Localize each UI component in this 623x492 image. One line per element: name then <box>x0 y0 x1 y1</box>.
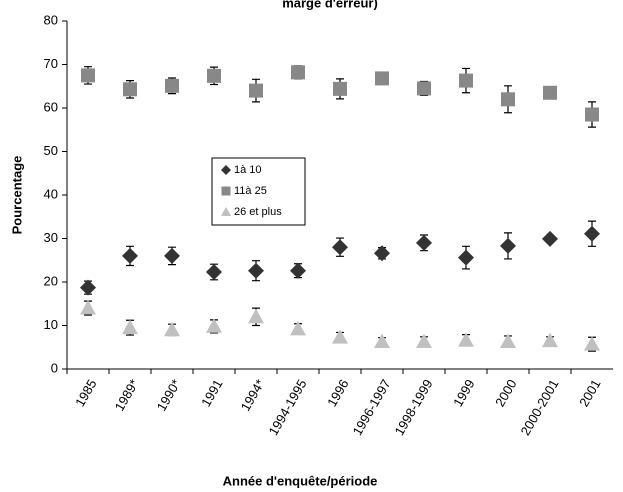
diamond-marker <box>80 279 96 296</box>
triangle-marker <box>290 320 306 336</box>
square-marker <box>417 81 431 96</box>
diamond-marker <box>500 237 516 254</box>
triangle-marker <box>542 332 558 348</box>
x-tick-label: 1998-1999 <box>391 377 435 438</box>
square-marker <box>291 65 305 80</box>
diamond-marker <box>290 262 306 279</box>
triangle-marker <box>500 333 516 348</box>
diamond-marker <box>248 262 264 279</box>
y-tick-label: 50 <box>44 143 58 158</box>
triangle-marker <box>248 308 264 324</box>
square-marker <box>333 81 347 96</box>
diamond-marker <box>332 239 348 256</box>
diamond-marker <box>542 230 558 247</box>
x-tick-label: 2000 <box>492 377 519 410</box>
x-tick-label: 2001 <box>576 377 603 410</box>
triangle-marker <box>374 333 390 348</box>
square-marker <box>165 78 179 93</box>
square-marker <box>585 107 599 122</box>
legend-label: 26 et plus <box>234 206 282 218</box>
y-tick-label: 0 <box>51 360 58 375</box>
triangle-marker <box>416 333 432 348</box>
square-marker <box>207 68 221 83</box>
square-marker <box>543 85 557 100</box>
y-tick-label: 40 <box>44 186 58 201</box>
x-tick-label: 1990* <box>154 377 184 414</box>
legend-label: 11à 25 <box>234 185 267 197</box>
y-tick-label: 60 <box>44 99 58 114</box>
diamond-marker <box>584 225 600 242</box>
square-marker <box>81 68 95 83</box>
square-marker <box>501 92 515 107</box>
x-tick-label: 1985 <box>72 377 99 410</box>
triangle-marker <box>332 329 348 344</box>
triangle-marker <box>221 207 231 216</box>
triangle-marker <box>164 321 180 337</box>
triangle-marker <box>206 318 222 333</box>
x-axis-title: Année d'enquête/période <box>223 473 378 488</box>
diamond-marker <box>374 245 390 262</box>
x-tick-label: 2000-2001 <box>517 377 561 438</box>
x-tick-label: 1996 <box>324 377 351 410</box>
diamond-marker <box>416 234 432 251</box>
y-axis-title: Pourcentage <box>9 156 24 235</box>
x-tick-label: 1991 <box>198 377 225 410</box>
x-tick-label: 1999 <box>450 377 477 410</box>
triangle-marker <box>458 332 474 347</box>
y-tick-label: 70 <box>44 56 58 71</box>
square-marker <box>375 71 389 86</box>
triangle-marker <box>584 336 600 351</box>
y-tick-label: 80 <box>44 12 58 27</box>
square-marker <box>249 83 263 98</box>
diamond-marker <box>458 249 474 266</box>
y-tick-label: 10 <box>44 317 58 332</box>
triangle-marker <box>122 319 138 335</box>
diamond-marker <box>221 165 231 175</box>
x-tick-label: 1989* <box>112 377 142 414</box>
diamond-marker <box>122 247 138 264</box>
diamond-marker <box>164 247 180 264</box>
square-marker <box>123 82 137 97</box>
x-tick-label: 1994* <box>238 377 268 414</box>
square-marker <box>459 73 473 88</box>
y-tick-label: 20 <box>44 273 58 288</box>
square-marker <box>221 186 231 196</box>
diamond-marker <box>206 263 222 280</box>
y-tick-label: 30 <box>44 230 58 245</box>
chart-title: marge d'erreur) <box>282 0 378 10</box>
legend-label: 1à 10 <box>234 164 262 176</box>
x-tick-label: 1996-1997 <box>349 377 393 438</box>
triangle-marker <box>80 300 96 315</box>
x-tick-label: 1994-1995 <box>265 377 309 438</box>
